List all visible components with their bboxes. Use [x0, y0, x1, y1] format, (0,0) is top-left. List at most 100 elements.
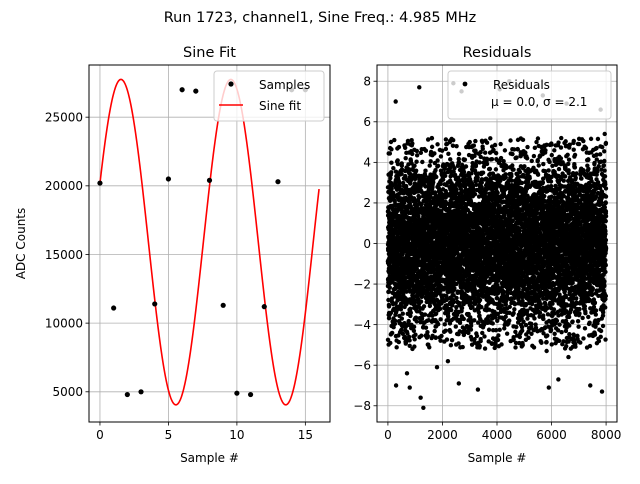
- residual-point: [427, 345, 431, 349]
- sine-fit-ylabel: ADC Counts: [14, 208, 28, 280]
- residual-point: [388, 341, 392, 345]
- legend-samples-marker: [228, 81, 233, 86]
- residual-point: [439, 154, 443, 158]
- sine-fit-xtick-label: 0: [96, 428, 104, 442]
- sine-fit-xtick-label: 10: [229, 428, 244, 442]
- residual-point: [510, 163, 514, 167]
- residual-point: [483, 346, 487, 350]
- sine-fit-ytick-label: 20000: [45, 179, 83, 193]
- residual-point: [415, 319, 419, 323]
- residual-point: [412, 329, 416, 333]
- residuals-ytick-label: 0: [363, 237, 371, 251]
- sample-point: [166, 176, 171, 181]
- residual-point: [420, 160, 424, 164]
- residual-point: [396, 162, 400, 166]
- residual-point: [443, 329, 447, 333]
- residual-point: [454, 144, 458, 148]
- residual-point: [454, 324, 458, 328]
- residual-point: [441, 177, 445, 181]
- residual-point: [410, 141, 414, 145]
- sine-fit-xtick-label: 15: [298, 428, 313, 442]
- residual-point: [452, 286, 456, 290]
- residual-point: [433, 168, 437, 172]
- residuals-ytick-label: −2: [353, 277, 371, 291]
- residual-point: [504, 175, 508, 179]
- residual-point: [436, 164, 440, 168]
- residual-point: [514, 325, 518, 329]
- residual-point: [403, 156, 407, 160]
- residual-point: [422, 304, 426, 308]
- residuals-xtick-label: 4000: [482, 428, 513, 442]
- residual-point: [490, 157, 494, 161]
- residual-point: [457, 160, 461, 164]
- residuals-title: Residuals: [463, 45, 532, 61]
- residual-point: [494, 151, 498, 155]
- residual-point: [512, 307, 516, 311]
- residuals-ytick-label: 6: [363, 115, 371, 129]
- sine-fit-ytick-label: 5000: [52, 385, 83, 399]
- residual-point: [479, 337, 483, 341]
- sample-point: [97, 180, 102, 185]
- residual-point: [475, 334, 479, 338]
- residual-point: [448, 157, 452, 161]
- residual-point: [413, 332, 417, 336]
- residuals-xtick-label: 8000: [591, 428, 622, 442]
- residual-point: [393, 319, 397, 323]
- residuals-ytick-label: 2: [363, 196, 371, 210]
- residual-point: [445, 337, 449, 341]
- residual-point: [424, 149, 428, 153]
- sine-fit-xtick-label: 5: [165, 428, 173, 442]
- residual-point: [419, 334, 423, 338]
- residual-point: [415, 153, 419, 157]
- residual-point: [414, 160, 418, 164]
- sine-fit-ytick-label: 10000: [45, 316, 83, 330]
- residual-point: [438, 317, 442, 321]
- residual-point: [388, 151, 392, 155]
- residual-point: [404, 184, 408, 188]
- residual-point: [460, 345, 464, 349]
- residual-point: [479, 305, 483, 309]
- residual-point: [407, 338, 411, 342]
- sine-fit-ytick-label: 15000: [45, 248, 83, 262]
- residual-point: [401, 312, 405, 316]
- residual-point: [446, 152, 450, 156]
- residual-point: [485, 162, 489, 166]
- residual-point: [497, 328, 501, 332]
- residual-point: [400, 164, 404, 168]
- residual-point: [397, 340, 401, 344]
- residual-point: [508, 138, 512, 142]
- residual-point: [403, 146, 407, 150]
- legend-sine-fit-label: Sine fit: [259, 99, 301, 113]
- residual-point: [487, 328, 491, 332]
- residual-point: [414, 168, 418, 172]
- residual-point: [448, 329, 452, 333]
- sample-point: [221, 303, 226, 308]
- residual-point: [392, 138, 396, 142]
- residual-point: [469, 327, 473, 331]
- residual-point: [478, 298, 482, 302]
- residual-point: [443, 322, 447, 326]
- sine-fit-xlabel: Sample #: [180, 451, 239, 465]
- residual-point: [494, 167, 498, 171]
- residual-point: [503, 148, 507, 152]
- sample-point: [111, 305, 116, 310]
- sample-point: [193, 88, 198, 93]
- residual-point: [478, 344, 482, 348]
- residual-point: [507, 318, 511, 322]
- residual-point: [481, 147, 485, 151]
- residual-point: [449, 308, 453, 312]
- residual-point: [424, 326, 428, 330]
- residual-point: [502, 290, 506, 294]
- residual-point: [488, 167, 492, 171]
- residual-point: [477, 160, 481, 164]
- residual-point: [428, 304, 432, 308]
- residual-point: [481, 170, 485, 174]
- residual-point: [469, 324, 473, 328]
- residual-point: [510, 152, 514, 156]
- residual-point: [423, 169, 427, 173]
- sample-point: [234, 391, 239, 396]
